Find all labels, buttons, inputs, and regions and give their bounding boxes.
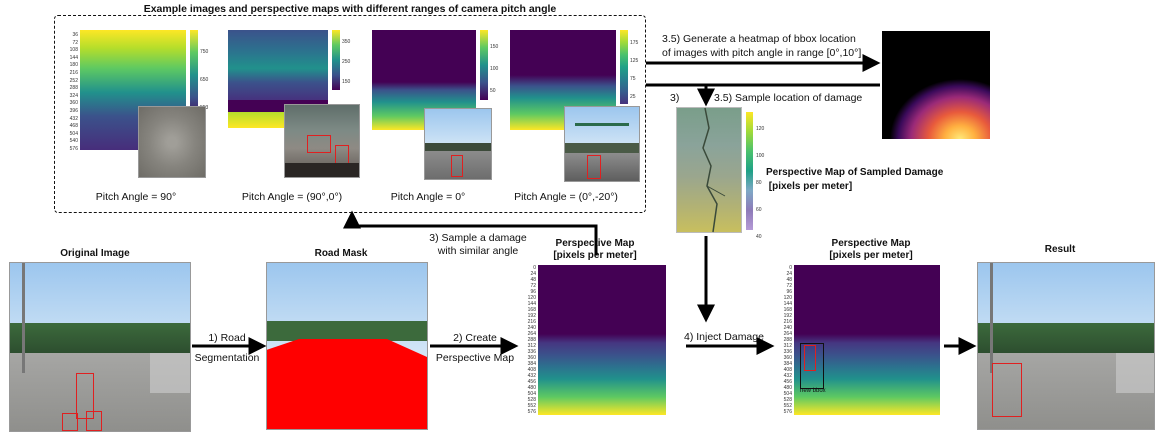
flow-arrows	[0, 0, 1156, 435]
